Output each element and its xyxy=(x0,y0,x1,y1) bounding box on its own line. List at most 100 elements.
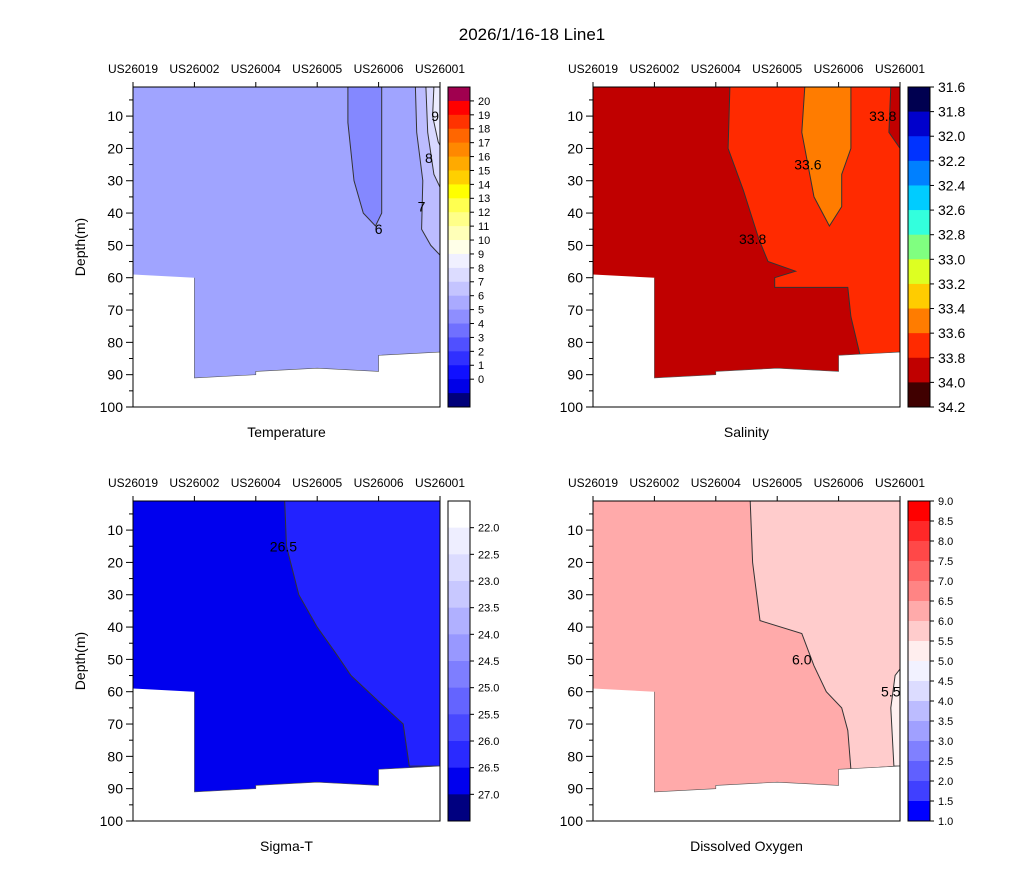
plot-frame xyxy=(132,500,441,822)
colorbar-band xyxy=(448,634,470,662)
colorbar-band xyxy=(448,323,470,338)
colorbar-band xyxy=(908,234,930,260)
colorbar-label: 11 xyxy=(478,221,489,233)
y-tick-label: 10 xyxy=(567,522,583,538)
colorbar-label: 6 xyxy=(478,291,484,303)
y-tick-label: 10 xyxy=(107,108,123,124)
colorbar-label: 5.0 xyxy=(938,656,953,668)
colorbar-label: 32.2 xyxy=(938,153,965,169)
colorbar-band xyxy=(908,561,930,582)
colorbar-label: 8 xyxy=(478,263,484,275)
colorbar-label: 13 xyxy=(478,193,490,205)
colorbar-band xyxy=(908,283,930,310)
y-tick-label: 70 xyxy=(567,302,583,318)
colorbar-band xyxy=(448,351,470,366)
y-tick-label: 90 xyxy=(107,367,123,383)
colorbar-band xyxy=(908,581,930,602)
y-tick-label: 30 xyxy=(107,587,123,603)
contour-label: 6 xyxy=(375,221,383,237)
y-tick-label: 30 xyxy=(567,173,583,189)
station-label: US26001 xyxy=(875,62,925,76)
seafloor-mask xyxy=(593,274,900,407)
colorbar-label: 14 xyxy=(478,179,490,191)
colorbar-label: 16 xyxy=(478,151,490,163)
colorbar-label: 4.0 xyxy=(938,696,953,708)
colorbar-label: 31.8 xyxy=(938,104,965,120)
station-label: US26006 xyxy=(814,62,864,76)
plot-frame xyxy=(132,86,441,408)
colorbar-label: 7.5 xyxy=(938,556,953,568)
colorbar-label: 34.0 xyxy=(938,374,965,390)
colorbar-label: 23.5 xyxy=(478,603,499,615)
figure-title: 2026/1/16-18 Line1 xyxy=(459,25,606,44)
contour-region xyxy=(888,87,900,150)
colorbar-label: 26.0 xyxy=(478,736,499,748)
colorbar-label: 2.0 xyxy=(938,776,953,788)
colorbar-label: 33.0 xyxy=(938,251,965,267)
colorbar-band xyxy=(908,601,930,622)
y-tick-label: 60 xyxy=(567,270,583,286)
colorbar-band xyxy=(448,267,470,283)
colorbar-band xyxy=(448,767,470,795)
colorbar-band xyxy=(448,184,470,199)
colorbar-band xyxy=(448,741,470,769)
y-tick-label: 40 xyxy=(567,205,583,221)
colorbar-label: 33.8 xyxy=(938,350,965,366)
colorbar-label: 1.0 xyxy=(938,816,953,828)
colorbar-label: 26.5 xyxy=(478,763,499,775)
station-label: US26001 xyxy=(415,476,465,490)
colorbar-label: 17 xyxy=(478,138,490,150)
colorbar-label: 9.0 xyxy=(938,496,953,508)
station-label: US26001 xyxy=(415,62,465,76)
colorbar-label: 2 xyxy=(478,346,484,358)
panel-title: Sigma-T xyxy=(260,838,313,854)
colorbar-label: 8.0 xyxy=(938,536,953,548)
y-tick-label: 80 xyxy=(107,748,123,764)
colorbar-band xyxy=(908,357,930,383)
colorbar-band xyxy=(448,379,470,394)
y-tick-label: 70 xyxy=(107,302,123,318)
colorbar-label: 1 xyxy=(478,360,484,372)
y-tick-label: 40 xyxy=(107,619,123,635)
panel-temperature: 6 7 8 9 US26019 US26002 US26004 US26005 US26006 U… xyxy=(72,62,490,440)
y-tick-label: 60 xyxy=(107,270,123,286)
contour-label: 6.0 xyxy=(792,651,812,667)
colorbar-frame xyxy=(907,86,931,408)
y-tick-label: 10 xyxy=(567,108,583,124)
station-label: US26006 xyxy=(354,476,404,490)
seafloor-mask xyxy=(133,688,440,821)
station-label: US26002 xyxy=(629,62,679,76)
y-tick-label: 20 xyxy=(107,554,123,570)
colorbar-band xyxy=(908,681,930,702)
panel-salinity: 33.6 33.8 33.8 US26019 US26002 US26004 US26005… xyxy=(560,62,966,440)
station-label: US26006 xyxy=(354,62,404,76)
y-tick-label: 40 xyxy=(107,205,123,221)
colorbar-label: 7.0 xyxy=(938,576,953,588)
colorbar-frame xyxy=(447,86,471,408)
y-tick-label: 60 xyxy=(107,684,123,700)
station-label: US26002 xyxy=(169,62,219,76)
colorbar-band xyxy=(448,365,470,380)
station-label: US26019 xyxy=(568,476,618,490)
colorbar-band xyxy=(908,661,930,682)
y-tick-label: 30 xyxy=(107,173,123,189)
contour-label: 9 xyxy=(431,108,439,124)
y-tick-label: 90 xyxy=(567,367,583,383)
y-tick-label: 70 xyxy=(107,716,123,732)
colorbar-band xyxy=(448,198,470,213)
station-label: US26019 xyxy=(568,62,618,76)
colorbar-label: 24.5 xyxy=(478,656,499,668)
colorbar-band xyxy=(908,621,930,642)
contour-region xyxy=(284,501,440,767)
contour-label: 8 xyxy=(425,150,433,166)
colorbar-label: 32.8 xyxy=(938,227,965,243)
contour-label: 5.5 xyxy=(881,684,901,700)
colorbar-label: 22.0 xyxy=(478,523,499,535)
y-tick-label: 50 xyxy=(567,237,583,253)
colorbar-band xyxy=(448,100,470,116)
contour-region xyxy=(347,87,383,227)
colorbar-band xyxy=(908,541,930,562)
colorbar-label: 5.5 xyxy=(938,636,953,648)
contour-label: 7 xyxy=(418,199,426,215)
